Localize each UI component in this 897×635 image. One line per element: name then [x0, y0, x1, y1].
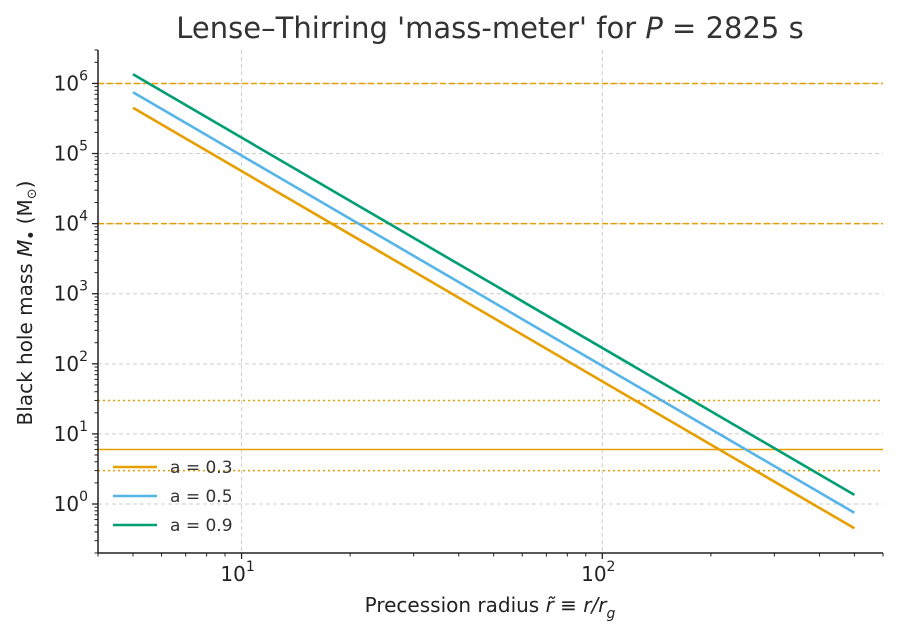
legend-label-a09: a = 0.9 [170, 516, 233, 536]
series-lines [132, 73, 856, 530]
series-line-2 [132, 73, 856, 497]
legend-label-a03: a = 0.3 [170, 458, 233, 478]
y-tick-label: 103 [54, 279, 88, 306]
ticks: 100 101 102 103 104 105 106 101 102 [54, 49, 884, 586]
y-tick-label: 106 [54, 68, 88, 95]
x-tick-label: 102 [581, 559, 615, 586]
y-tick-label: 101 [54, 419, 88, 446]
legend-label-a05: a = 0.5 [170, 487, 233, 507]
series-line-1 [132, 91, 856, 514]
y-tick-label: 100 [54, 489, 88, 516]
y-tick-label: 105 [54, 139, 88, 166]
x-axis-label: Precession radius r̃ ≡ r/rg [365, 593, 616, 622]
legend: a = 0.3 a = 0.5 a = 0.9 [113, 458, 233, 536]
y-axis-label: Black hole mass M• (M⊙) [13, 181, 40, 426]
reference-lines [98, 82, 883, 472]
x-tick-label: 101 [220, 559, 254, 586]
chart-title: Lense–Thirring 'mass-meter' for P = 2825… [176, 11, 803, 45]
axes [97, 50, 883, 554]
series-line-0 [132, 106, 856, 530]
y-tick-label: 102 [54, 349, 88, 376]
y-tick-label: 104 [54, 209, 88, 236]
